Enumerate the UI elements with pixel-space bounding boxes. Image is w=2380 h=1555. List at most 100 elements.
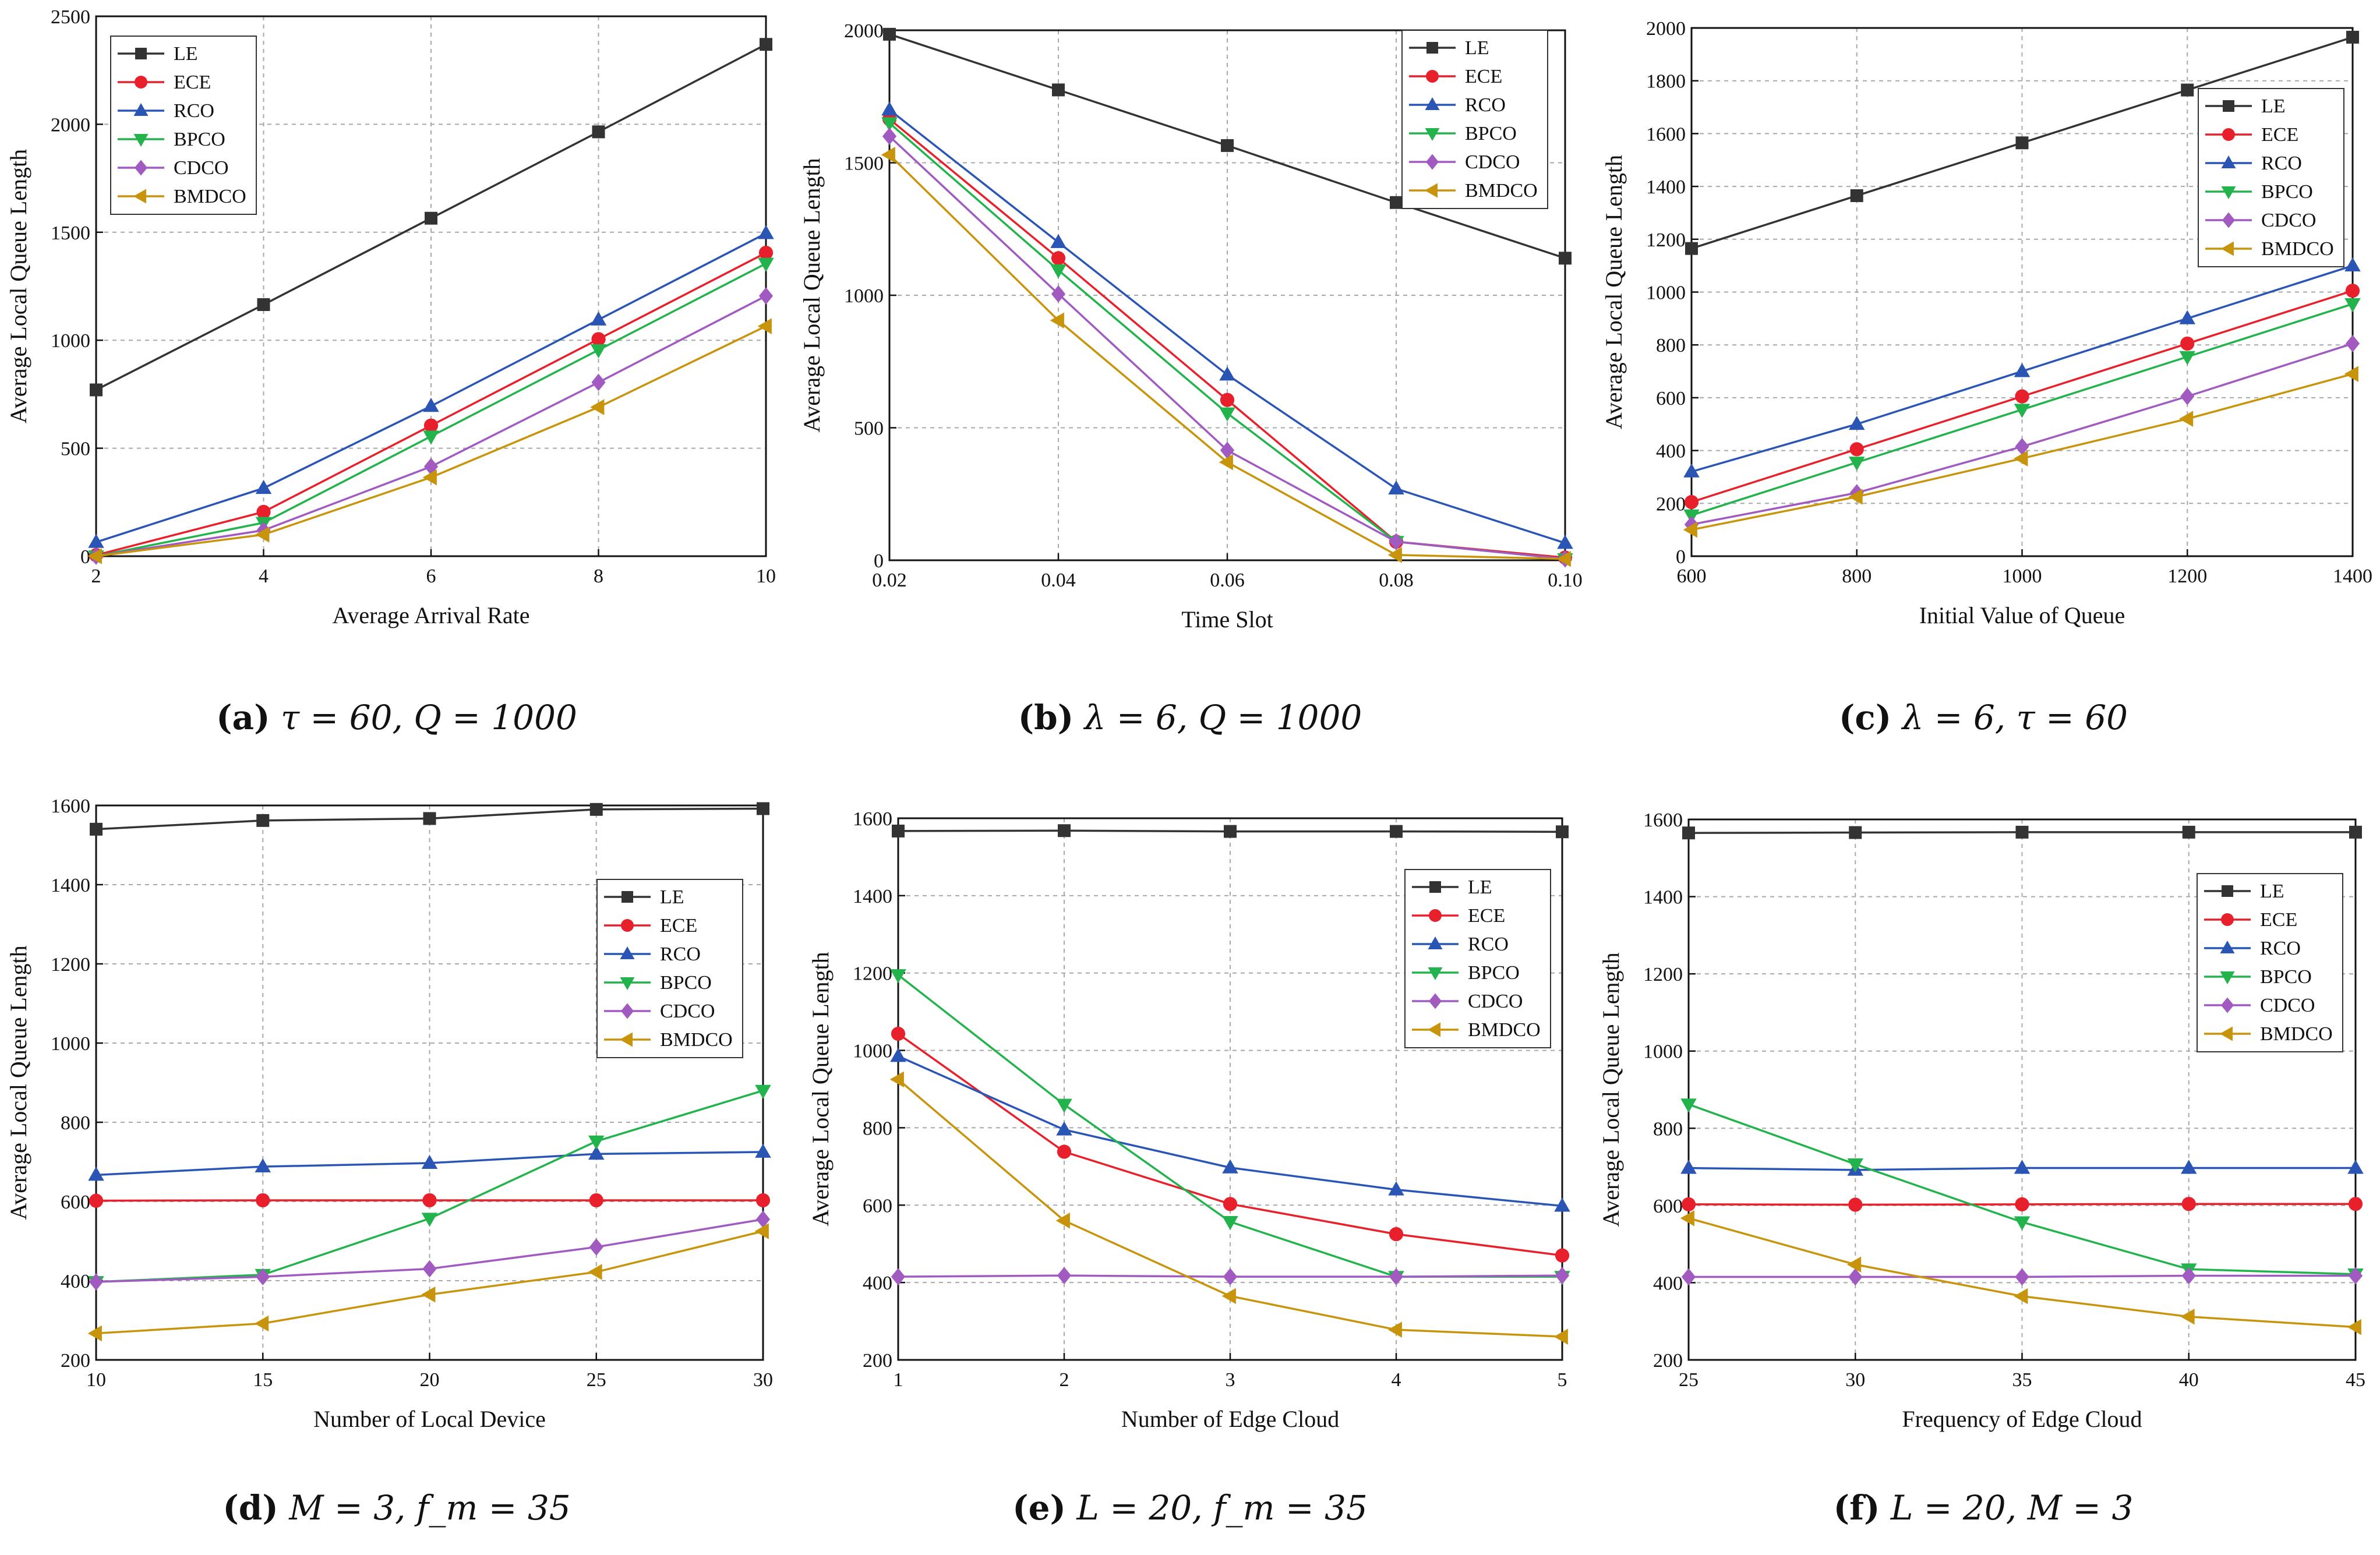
y-tick-label: 1200 [1643,964,1683,985]
data-point-cdco [89,1273,104,1291]
data-point-bmdco [1387,547,1402,563]
legend-label-cdco: CDCO [1468,991,1523,1012]
caption-tag: (b) [1018,698,1074,737]
y-tick-label: 2000 [51,114,90,136]
legend-label-ece: ECE [2260,909,2297,931]
caption-a: (a) τ = 60, Q = 1000 [0,698,793,737]
legend-label-bmdco: BMDCO [1468,1019,1541,1041]
data-point-cdco [2345,335,2360,352]
chart-panel-f: 200 400 600 800 1000 1200 1400 1600 25 30 35 40 45 Fr… [1587,778,2380,1555]
x-tick-label: 8 [594,566,603,587]
data-point-cdco [2180,387,2195,405]
legend-marker-bpco [2221,186,2236,199]
data-point-bmdco [754,1223,769,1239]
x-tick-label: 6 [426,566,436,587]
x-tick-label: 20 [420,1369,440,1391]
legend-label-bmdco: BMDCO [660,1029,733,1051]
legend-marker-rco [1428,936,1443,949]
legend-box [2197,873,2343,1052]
data-point-ece [1389,1227,1404,1242]
y-tick-label: 200 [1653,1350,1683,1372]
data-point-bmdco [87,548,102,564]
y-tick-label: 800 [863,1118,892,1139]
y-axis-label: Average Local Queue Length [1598,952,1624,1227]
legend-marker-bmdco [2221,241,2234,256]
y-tick-label: 500 [854,418,884,440]
data-point-ece [1555,1248,1570,1263]
data-point-bmdco [590,399,605,415]
chart-e: 200 400 600 800 1000 1200 1400 1600 1 2 3 4 5 Number … [807,808,1570,1432]
data-point-cdco [1681,1268,1696,1286]
legend-marker-rco [133,103,149,116]
legend-label-le: LE [2260,881,2284,902]
legend-marker-bpco [620,977,635,990]
data-point-le [2182,825,2195,839]
legend-marker-ece [2222,128,2235,141]
chart-panel-e: 200 400 600 800 1000 1200 1400 1600 1 2 3 4 5 Number … [793,778,1587,1555]
data-point-rco [1849,415,1865,430]
caption-text: λ = 6, Q = 1000 [1084,698,1362,737]
data-point-le [1390,196,1403,209]
data-point-ece [1849,442,1864,457]
legend-label-ece: ECE [1465,66,1502,87]
caption-e: (e) L = 20, f_m = 35 [793,1488,1587,1528]
data-point-le [1849,826,1862,839]
y-tick-label: 1600 [853,808,892,830]
series-bmdco [889,1071,1568,1345]
data-point-le [425,211,437,225]
data-point-bmdco [1846,1256,1862,1273]
data-point-bmdco [1680,1210,1694,1227]
data-point-bmdco [254,1315,269,1332]
data-point-bmdco [881,147,895,163]
series-bpco [1680,1098,2364,1283]
legend-marker-bmdco [620,1032,633,1047]
data-point-ece [1681,1197,1696,1211]
data-point-ece [256,1193,270,1208]
legend-marker-bmdco [133,189,146,204]
data-point-cdco [422,1260,437,1278]
legend: LE ECE RCO BPCO CDCO BMDCO [110,36,257,215]
legend: LE ECE RCO BPCO CDCO BMDCO [2198,88,2344,267]
series-le [883,27,1572,265]
y-tick-label: 1000 [51,1033,90,1055]
legend-label-ece: ECE [174,72,211,93]
legend-label-le: LE [174,43,198,65]
y-tick-label: 1500 [51,222,90,244]
data-point-ece [1848,1197,1863,1212]
data-point-rco [1219,366,1235,381]
y-tick-label: 1600 [1646,123,1686,145]
chart-panel-c: 0 200 400 600 800 1000 1200 1400 1600 1800 2000 600… [1587,0,2380,778]
x-tick-label: 45 [2346,1369,2365,1391]
data-point-rco [2014,363,2031,377]
x-tick-label: 0.06 [1210,570,1245,591]
data-point-rco [2179,310,2195,324]
data-point-bpco [2179,351,2195,365]
x-tick-label: 10 [756,566,776,587]
legend-label-ece: ECE [660,915,697,936]
data-point-bmdco [1556,550,1571,567]
legend-marker-le [1426,42,1438,54]
y-tick-label: 200 [863,1350,892,1372]
x-tick-label: 0.02 [872,570,907,591]
x-axis-label: Number of Edge Cloud [1121,1406,1339,1432]
x-tick-label: 1 [894,1369,903,1391]
y-tick-label: 200 [1656,493,1686,515]
y-tick-label: 1400 [51,875,90,896]
data-point-cdco [755,1210,771,1228]
series-bmdco [881,147,1571,567]
data-point-rco [423,397,439,412]
data-point-le [589,803,603,816]
legend-label-bmdco: BMDCO [1465,180,1538,202]
y-tick-label: 500 [61,439,90,460]
data-point-rco [2014,1160,2031,1174]
data-point-le [760,38,772,51]
series-bmdco [1680,1210,2361,1335]
x-axis-label: Average Arrival Rate [332,602,529,628]
series-cdco [891,1267,1570,1286]
series-le [892,824,1569,839]
data-point-rco [1222,1159,1238,1174]
caption-tag: (f) [1833,1488,1880,1528]
legend-marker-le [2222,885,2233,897]
x-tick-label: 0.10 [1548,570,1583,591]
data-point-rco [421,1154,438,1169]
